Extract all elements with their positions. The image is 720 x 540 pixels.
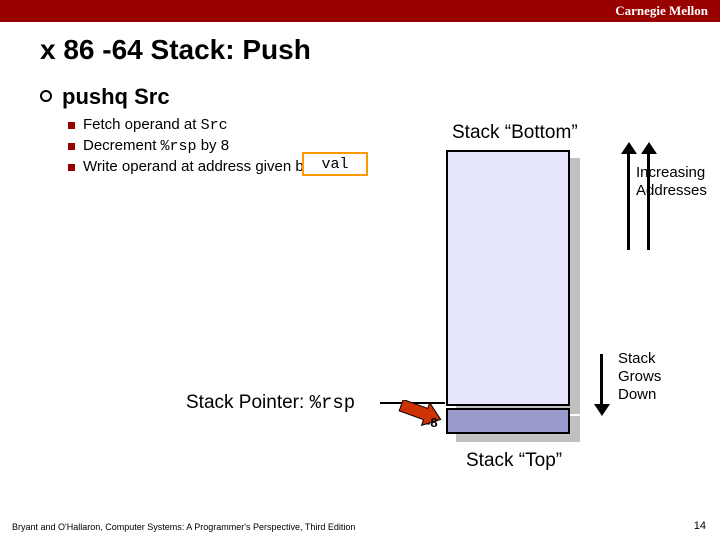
stack-top-label: Stack “Top”: [466, 450, 562, 472]
main-bullet: pushq Src: [40, 84, 720, 110]
bullet-circle-icon: [40, 90, 52, 102]
sub-bullet: Write operand at address given by %rsp: [68, 158, 720, 176]
val-label: val: [321, 156, 348, 173]
bullet-square-icon: [68, 143, 75, 150]
new-slot: [446, 408, 570, 434]
arrow-line: [627, 150, 630, 250]
delta-label: -8: [426, 415, 438, 430]
bullet-square-icon: [68, 164, 75, 171]
sub-bullet-text: Fetch operand at Src: [83, 116, 228, 134]
header-bar: Carnegie Mellon: [0, 0, 720, 22]
increasing-addresses-label: Increasing Addresses: [636, 164, 707, 200]
sub-bullet: Fetch operand at Src: [68, 116, 720, 134]
page-number: 14: [694, 520, 706, 532]
bullet-square-icon: [68, 122, 75, 129]
footer-citation: Bryant and O'Hallaron, Computer Systems:…: [12, 522, 355, 532]
brand-label: Carnegie Mellon: [615, 3, 708, 19]
arrowhead-down-icon: [594, 404, 610, 416]
main-bullet-text: pushq Src: [62, 84, 170, 110]
stack-bottom-label: Stack “Bottom”: [452, 122, 578, 144]
stack-grows-down-label: Stack Grows Down: [618, 350, 661, 404]
stack-box: [446, 150, 570, 406]
sub-bullet-text: Decrement %rsp by 8: [83, 137, 229, 155]
grows-arrow-line: [600, 354, 603, 408]
slide-title: x 86 -64 Stack: Push: [40, 34, 720, 66]
stack-pointer-label: Stack Pointer: %rsp: [186, 392, 355, 414]
val-box: val: [302, 152, 368, 176]
